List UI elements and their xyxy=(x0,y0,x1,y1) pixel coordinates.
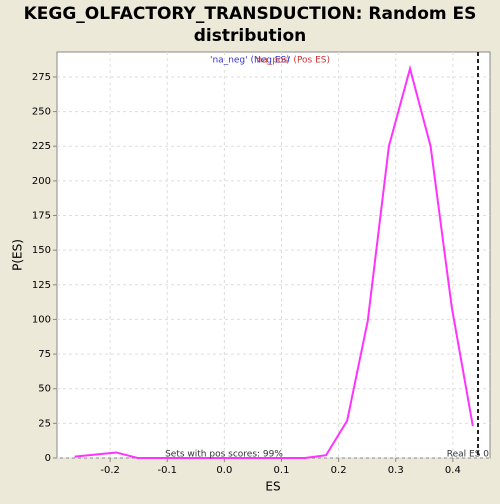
y-tick-label: 100 xyxy=(32,314,51,325)
y-tick-label: 75 xyxy=(38,349,51,360)
x-tick-label: -0.2 xyxy=(100,465,120,476)
x-tick-label: 0.1 xyxy=(274,465,290,476)
real-es-label: Real ES 0 xyxy=(447,450,490,460)
y-tick-label: 175 xyxy=(32,211,51,222)
legend-entry: 'na_neg' (Neg ES) xyxy=(210,56,290,66)
y-tick-label: 0 xyxy=(45,453,51,464)
chart-subtitle: distribution xyxy=(194,26,306,46)
y-tick-label: 225 xyxy=(32,141,51,152)
y-tick-label: 125 xyxy=(32,280,51,291)
x-tick-label: 0.0 xyxy=(216,465,232,476)
x-tick-label: 0.2 xyxy=(331,465,347,476)
line-series xyxy=(74,64,474,459)
x-tick-label: 0.4 xyxy=(445,465,461,476)
chart-title: KEGG_OLFACTORY_TRANSDUCTION: Random ES xyxy=(24,4,477,24)
x-tick-label: 0.3 xyxy=(388,465,404,476)
annotation: Sets with pos scores: 99% xyxy=(165,450,283,460)
y-tick-label: 25 xyxy=(38,418,51,429)
legend-entry: 'na_pos' (Pos ES) xyxy=(254,56,330,66)
y-tick-label: 200 xyxy=(32,176,51,187)
y-tick-label: 250 xyxy=(32,107,51,118)
x-axis-label: ES xyxy=(265,480,280,494)
y-tick-label: 150 xyxy=(32,245,51,256)
y-tick-label: 50 xyxy=(38,384,51,395)
plot-area xyxy=(56,51,491,459)
x-tick-label: -0.1 xyxy=(157,465,177,476)
y-tick-label: 275 xyxy=(32,72,51,83)
y-axis-label: P(ES) xyxy=(11,239,25,271)
